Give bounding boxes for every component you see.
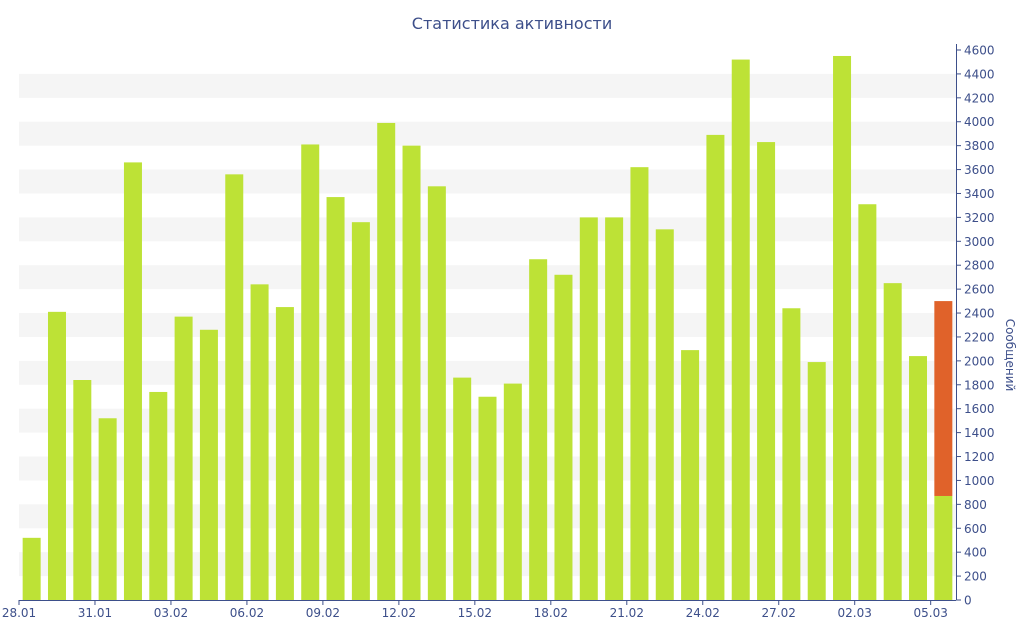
bar-04.03[interactable] (909, 356, 928, 600)
bar-19.02[interactable] (579, 217, 598, 600)
bar-29.01[interactable] (47, 311, 66, 600)
bar-03.02[interactable] (174, 316, 193, 600)
y-tick-label: 4400 (964, 67, 995, 81)
bar-11.02[interactable] (377, 122, 396, 601)
bar-21.02[interactable] (630, 167, 649, 601)
bar-28.01[interactable] (22, 537, 41, 600)
y-tick-label: 4600 (964, 44, 995, 58)
bar-30.01[interactable] (73, 380, 92, 600)
y-tick-label: 2000 (964, 354, 995, 368)
bar-27.02[interactable] (782, 308, 801, 600)
bar-31.01[interactable] (98, 418, 117, 600)
axes: 0 200 400 600 800 1000 1200 1400 1600 1800 2000 220… (2, 44, 995, 621)
bar-13.02[interactable] (427, 186, 446, 601)
bar-07.02[interactable] (275, 307, 294, 600)
bar-10.02[interactable] (351, 222, 370, 601)
y-tick-label: 3800 (964, 139, 995, 153)
x-tick-label: 31.01 (78, 606, 112, 620)
bar-20.02[interactable] (605, 217, 624, 600)
bar-14.02[interactable] (453, 377, 472, 600)
y-tick-label: 1000 (964, 474, 995, 488)
y-tick-label: 800 (964, 498, 987, 512)
x-tick-label: 28.01 (2, 606, 36, 620)
grid-band (19, 169, 956, 194)
y-tick-label: 2200 (964, 330, 995, 344)
y-tick-label: 200 (964, 570, 987, 584)
bar-06.02[interactable] (250, 284, 269, 600)
y-axis-label: Сообщений (1003, 319, 1017, 392)
y-tick-label: 400 (964, 546, 987, 560)
bar-05.02[interactable] (225, 174, 244, 600)
y-tick-label: 1800 (964, 378, 995, 392)
bar-03.03[interactable] (883, 283, 902, 600)
y-tick-label: 3000 (964, 235, 995, 249)
y-tick-label: 2600 (964, 283, 995, 297)
y-tick-label: 600 (964, 522, 987, 536)
bar-01.03[interactable] (833, 55, 852, 601)
x-tick-label: 24.02 (686, 606, 720, 620)
bar-15.02[interactable] (478, 396, 497, 600)
y-tick-label: 4200 (964, 91, 995, 105)
bar-23.02[interactable] (681, 350, 700, 600)
x-tick-label: 12.02 (382, 606, 416, 620)
x-tick-label: 15.02 (458, 606, 492, 620)
y-tick-label: 1200 (964, 450, 995, 464)
y-tick-label: 0 (964, 594, 972, 608)
bar-series (22, 55, 953, 601)
grid-band (19, 313, 956, 337)
x-tick-label: 05.03 (913, 606, 947, 620)
bar-09.02[interactable] (326, 197, 345, 600)
y-tick-label: 1600 (964, 402, 995, 416)
grid-band (19, 121, 956, 146)
bar-24.02[interactable] (706, 134, 725, 600)
bar-16.02[interactable] (503, 383, 522, 600)
y-tick-label: 2800 (964, 259, 995, 273)
bar-25.02[interactable] (731, 59, 750, 600)
bar-01.02[interactable] (123, 162, 142, 600)
x-tick-label: 03.02 (154, 606, 188, 620)
bar-08.02[interactable] (301, 144, 320, 600)
bar-18.02[interactable] (554, 274, 573, 600)
y-tick-label: 2400 (964, 307, 995, 321)
y-tick-label: 1400 (964, 426, 995, 440)
x-tick-label: 09.02 (306, 606, 340, 620)
bar-02.03[interactable] (858, 204, 877, 601)
grid-band (19, 73, 956, 98)
y-tick-label: 3200 (964, 211, 995, 225)
bar-22.02[interactable] (655, 229, 674, 600)
grid-band (19, 217, 956, 242)
y-tick-label: 3400 (964, 187, 995, 201)
bar-26.02[interactable] (757, 142, 776, 600)
x-tick-label: 02.03 (838, 606, 872, 620)
grid-band (19, 265, 956, 290)
x-tick-label: 06.02 (230, 606, 264, 620)
bar-17.02[interactable] (529, 259, 548, 600)
bar-02.02[interactable] (149, 391, 168, 600)
bar-05.03[interactable] (934, 495, 953, 600)
x-tick-label: 21.02 (610, 606, 644, 620)
bar-28.02[interactable] (807, 362, 826, 600)
bar-04.02[interactable] (199, 329, 218, 600)
y-tick-label: 3600 (964, 163, 995, 177)
x-tick-label: 18.02 (534, 606, 568, 620)
bar-12.02[interactable] (402, 145, 421, 600)
x-tick-label: 27.02 (762, 606, 796, 620)
y-tick-label: 4000 (964, 115, 995, 129)
chart-title: Статистика активности (411, 14, 613, 33)
bar-05.03-segment-1[interactable] (934, 301, 953, 496)
